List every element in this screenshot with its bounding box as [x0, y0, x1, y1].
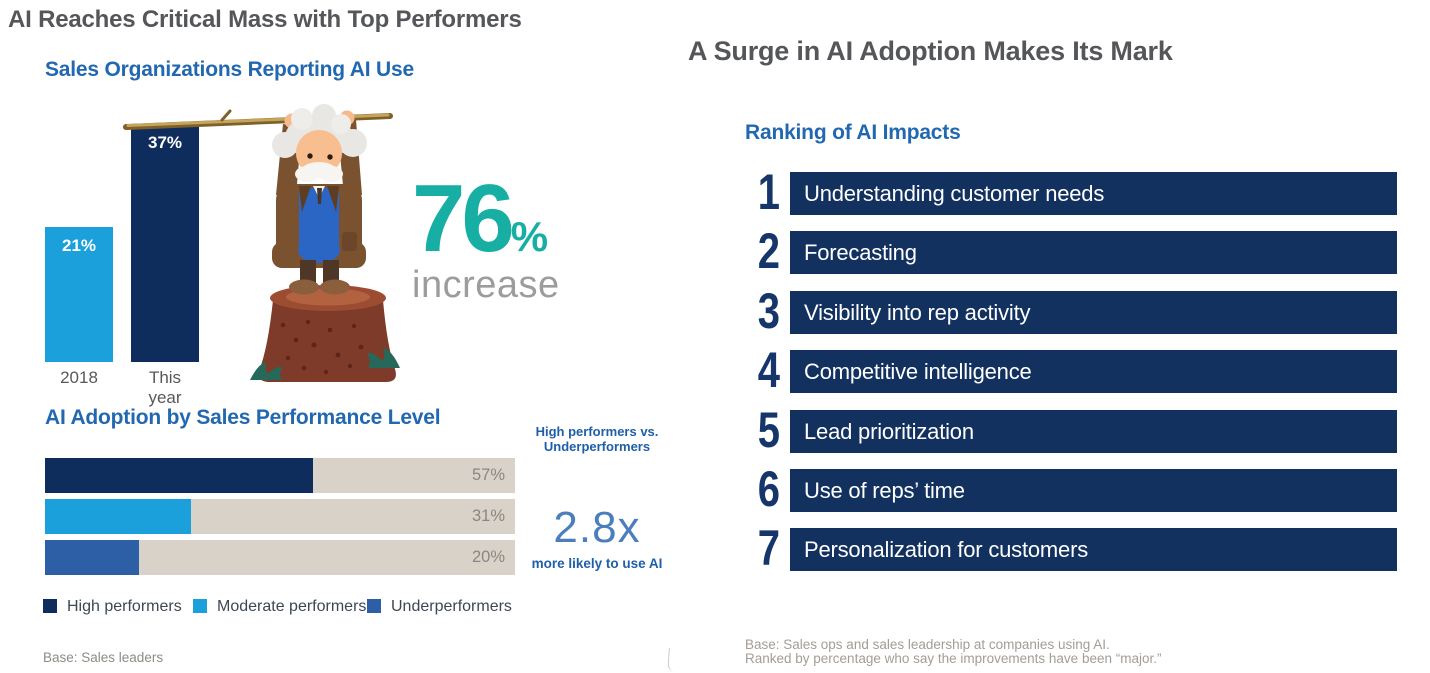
ranking-row-5: 5 Lead prioritization	[740, 404, 1400, 456]
adoption-value-high: 57%	[471, 466, 505, 484]
rank-label-7: Personalization for customers	[804, 537, 1088, 562]
right-footnote-line1: Base: Sales ops and sales leadership at …	[745, 637, 1110, 652]
tree-stump	[250, 285, 400, 382]
increase-caption: increase	[412, 264, 560, 306]
rank-bar-4: Competitive intelligence	[790, 350, 1397, 393]
ranking-row-1: 1 Understanding customer needs	[740, 166, 1400, 218]
legend-label-moderate: Moderate performers	[217, 598, 367, 615]
increase-highlight: 76% increase	[412, 171, 662, 307]
comparison-line1: High performers vs.	[535, 424, 659, 439]
adoption-row-moderate: 31%	[45, 499, 515, 534]
left-base-note: Base: Sales leaders	[43, 650, 164, 665]
comparison-multiplier: 2.8x	[553, 503, 641, 552]
rank-label-6: Use of reps’ time	[804, 478, 965, 503]
legend-item-moderate: Moderate performers	[193, 598, 368, 615]
legend-item-high: High performers	[43, 598, 193, 615]
rank-bar-3: Visibility into rep activity	[790, 291, 1397, 334]
adoption-fill-under	[45, 540, 139, 575]
adoption-fill-moderate	[45, 499, 191, 534]
adoption-value-under: 20%	[471, 548, 505, 566]
adoption-row-under: 20%	[45, 540, 515, 575]
rank-number-3: 3	[757, 283, 780, 339]
rank-number-1: 1	[757, 164, 780, 220]
rank-number-2: 2	[757, 223, 780, 279]
bar-this-year: 37%	[131, 124, 199, 362]
rank-label-3: Visibility into rep activity	[804, 300, 1031, 325]
bar-2018-value: 21%	[61, 235, 97, 255]
adoption-value-moderate: 31%	[471, 507, 505, 525]
legend-swatch-under	[367, 599, 381, 613]
legend-label-high: High performers	[67, 598, 182, 615]
increase-number: 76	[412, 165, 515, 272]
bar-this-year-value: 37%	[147, 133, 183, 153]
ranking-title: Ranking of AI Impacts	[745, 121, 961, 144]
rank-number-5: 5	[757, 402, 780, 458]
comparison-line2: Underperformers	[543, 439, 651, 454]
ranking-row-3: 3 Visibility into rep activity	[740, 285, 1400, 337]
bar-this-year-label: This year	[148, 368, 182, 407]
legend-label-under: Underperformers	[391, 598, 512, 615]
bar-2018: 21%	[45, 226, 113, 362]
increase-percent-sign: %	[510, 213, 549, 260]
rank-label-5: Lead prioritization	[804, 419, 974, 444]
rank-bar-7: Personalization for customers	[790, 528, 1397, 571]
rank-number-7: 7	[757, 520, 780, 576]
ranking-row-2: 2 Forecasting	[740, 225, 1400, 277]
bar-2018-label: 2018	[60, 368, 98, 387]
comparison-label: High performers vs. Underperformers	[527, 424, 667, 454]
rank-label-2: Forecasting	[804, 240, 917, 265]
ai-use-bar-chart: 21% 37%	[45, 120, 215, 362]
legend-swatch-high	[43, 599, 57, 613]
rank-bar-6: Use of reps’ time	[790, 469, 1397, 512]
right-footnote-line2: Ranked by percentage who say the improve…	[745, 651, 1162, 666]
legend-item-under: Underperformers	[367, 598, 537, 615]
left-panel-title: AI Reaches Critical Mass with Top Perfor…	[8, 6, 522, 33]
right-panel-title: A Surge in AI Adoption Makes Its Mark	[688, 36, 1173, 66]
einstein-figure	[272, 104, 367, 295]
einstein-mascot-illustration	[123, 104, 400, 382]
rank-label-4: Competitive intelligence	[804, 359, 1032, 384]
page-curl-mark	[667, 647, 680, 673]
rank-bar-1: Understanding customer needs	[790, 172, 1397, 215]
ranking-row-4: 4 Competitive intelligence	[740, 344, 1400, 396]
adoption-fill-high	[45, 458, 313, 493]
rank-label-1: Understanding customer needs	[804, 181, 1105, 206]
adoption-row-high: 57%	[45, 458, 515, 493]
right-footnote: Base: Sales ops and sales leadership at …	[745, 638, 1161, 666]
ranking-row-6: 6 Use of reps’ time	[740, 463, 1400, 515]
rank-number-6: 6	[757, 461, 780, 517]
ranking-row-7: 7 Personalization for customers	[740, 522, 1400, 574]
rank-bar-5: Lead prioritization	[790, 410, 1397, 453]
legend-swatch-moderate	[193, 599, 207, 613]
rank-bar-2: Forecasting	[790, 231, 1397, 274]
chart2-title: AI Adoption by Sales Performance Level	[45, 406, 441, 429]
chart1-title: Sales Organizations Reporting AI Use	[45, 58, 414, 81]
comparison-caption: more likely to use AI	[531, 556, 663, 571]
rank-number-4: 4	[757, 342, 780, 398]
